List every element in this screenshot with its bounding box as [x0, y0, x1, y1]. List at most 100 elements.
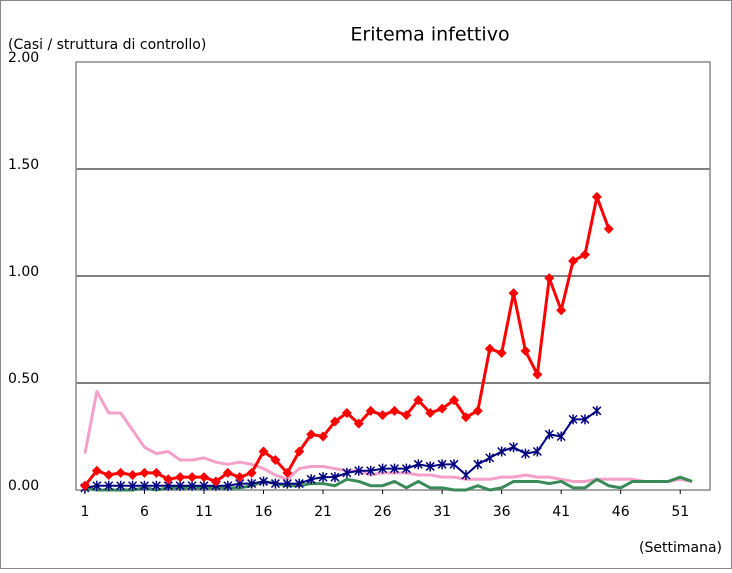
marker: [91, 465, 102, 476]
marker: [437, 403, 448, 414]
marker: [210, 476, 221, 487]
marker: [247, 478, 257, 489]
marker: [198, 472, 209, 483]
x-tick-label: 31: [433, 504, 451, 520]
x-tick-label: 16: [255, 504, 273, 520]
marker: [449, 459, 459, 470]
series: [80, 405, 602, 493]
marker: [342, 467, 352, 478]
marker: [568, 414, 578, 425]
marker: [568, 256, 579, 267]
marker: [425, 407, 436, 418]
marker: [592, 405, 602, 416]
marker: [461, 470, 471, 481]
x-tick-label: 51: [671, 504, 689, 520]
marker: [532, 446, 542, 457]
marker: [318, 431, 329, 442]
marker: [128, 480, 138, 491]
marker: [246, 467, 257, 478]
marker: [401, 410, 412, 421]
marker: [425, 461, 435, 472]
marker: [151, 480, 161, 491]
series: [79, 191, 614, 491]
series: [83, 390, 693, 483]
x-tick-label: 41: [552, 504, 570, 520]
marker: [258, 476, 269, 487]
marker: [139, 480, 149, 491]
marker: [270, 455, 281, 466]
marker: [282, 467, 293, 478]
marker: [496, 348, 507, 359]
marker: [556, 431, 566, 442]
series-line: [83, 390, 693, 483]
marker: [199, 480, 209, 491]
marker: [544, 429, 554, 440]
x-tick-label: 36: [493, 504, 511, 520]
marker: [497, 446, 507, 457]
marker: [472, 405, 483, 416]
y-tick-label: 0.50: [8, 371, 39, 387]
marker: [163, 474, 174, 485]
marker: [473, 459, 483, 470]
marker: [389, 463, 400, 474]
marker: [509, 442, 519, 453]
marker: [460, 412, 471, 423]
marker: [401, 463, 411, 474]
marker: [139, 467, 150, 478]
marker: [485, 452, 495, 463]
x-tick-label: 6: [140, 504, 149, 520]
marker: [591, 191, 602, 202]
marker: [437, 459, 447, 470]
marker: [127, 470, 138, 481]
marker: [294, 478, 304, 489]
marker: [520, 345, 531, 356]
series-line: [84, 475, 693, 492]
marker: [413, 395, 424, 406]
marker: [115, 467, 126, 478]
x-axis-label: (Settimana): [639, 540, 722, 556]
marker: [484, 343, 495, 354]
marker: [306, 429, 317, 440]
marker: [234, 472, 245, 483]
series: [84, 475, 693, 492]
marker: [449, 395, 460, 406]
marker: [413, 459, 423, 470]
marker: [354, 465, 364, 476]
marker: [353, 418, 364, 429]
marker: [378, 463, 388, 474]
y-tick-label: 0.00: [8, 478, 39, 494]
marker: [187, 472, 198, 483]
marker: [329, 416, 340, 427]
y-axis-label: (Casi / struttura di controllo): [8, 37, 206, 53]
marker: [103, 470, 114, 481]
x-tick-label: 1: [80, 504, 89, 520]
x-tick-label: 26: [374, 504, 392, 520]
marker: [366, 465, 376, 476]
marker: [282, 478, 292, 489]
marker: [544, 273, 555, 284]
marker: [92, 480, 102, 491]
marker: [520, 448, 530, 459]
marker: [294, 446, 305, 457]
series-line: [84, 410, 598, 489]
marker: [270, 478, 280, 489]
chart-title: Eritema infettivo: [350, 24, 509, 46]
marker: [104, 480, 114, 491]
x-tick-label: 21: [314, 504, 332, 520]
marker: [389, 405, 400, 416]
marker: [116, 480, 126, 491]
marker: [579, 249, 590, 260]
marker: [258, 446, 269, 457]
marker: [79, 480, 90, 491]
x-tick-label: 11: [195, 504, 213, 520]
marker: [318, 472, 328, 483]
marker: [306, 474, 316, 485]
y-tick-label: 2.00: [8, 50, 39, 66]
x-tick-label: 46: [612, 504, 630, 520]
marker: [508, 288, 519, 299]
marker: [532, 369, 543, 380]
y-tick-label: 1.00: [8, 264, 39, 280]
marker: [580, 414, 590, 425]
marker: [222, 467, 233, 478]
